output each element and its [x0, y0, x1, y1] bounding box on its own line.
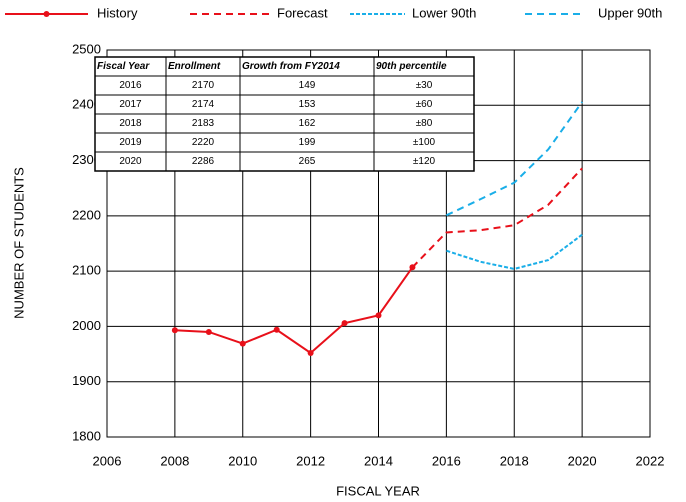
table-cell: ±30: [416, 80, 433, 91]
table-cell: 265: [299, 156, 316, 167]
x-tick-label: 2018: [500, 453, 529, 468]
y-tick-label: 2400: [72, 97, 101, 112]
x-tick-label: 2010: [228, 453, 257, 468]
table-cell: ±80: [416, 118, 433, 129]
table-cell: 2220: [192, 137, 215, 148]
table-cell: ±100: [413, 137, 436, 148]
table-cell: 2020: [119, 156, 142, 167]
y-axis-label: NUMBER OF STUDENTS: [11, 167, 26, 319]
table-cell: 2286: [192, 156, 215, 167]
data-point: [205, 328, 212, 335]
y-tick-label: 2000: [72, 318, 101, 333]
x-tick-label: 2016: [432, 453, 461, 468]
y-tick-label: 1900: [72, 373, 101, 388]
x-tick-label: 2022: [636, 453, 665, 468]
legend-label: History: [97, 5, 138, 20]
plot-border: [106, 49, 651, 438]
table-cell: 2017: [119, 99, 142, 110]
y-tick-label: 2100: [72, 263, 101, 278]
legend-marker: [43, 11, 50, 17]
y-tick-label: 2200: [72, 207, 101, 222]
table-cell: 2018: [119, 118, 142, 129]
x-tick-label: 2014: [364, 453, 393, 468]
table-cell: 2183: [192, 118, 215, 129]
legend-label: Lower 90th: [412, 5, 476, 20]
legend-label: Upper 90th: [598, 5, 662, 20]
x-axis-label: FISCAL YEAR: [336, 483, 420, 498]
table-cell: ±120: [413, 156, 436, 167]
data-point: [307, 349, 314, 356]
series-line: [411, 167, 583, 268]
legend-label: Forecast: [277, 5, 328, 20]
x-tick-label: 2006: [93, 453, 122, 468]
table-header: Growth from FY2014: [242, 61, 340, 72]
y-tick-label: 2300: [72, 152, 101, 167]
y-tick-label: 2500: [72, 41, 101, 56]
data-point: [273, 326, 280, 333]
table-cell: 2170: [192, 80, 215, 91]
x-tick-label: 2020: [568, 453, 597, 468]
data-point: [341, 320, 348, 327]
data-point: [171, 327, 178, 334]
series-line: [174, 266, 414, 355]
table-header: Enrollment: [168, 61, 221, 72]
table-header: 90th percentile: [376, 61, 447, 72]
table-cell: 2016: [119, 80, 142, 91]
x-tick-label: 2008: [160, 453, 189, 468]
y-tick-label: 1800: [72, 428, 101, 443]
series-line: [445, 101, 583, 217]
table-cell: ±60: [416, 99, 433, 110]
table-cell: 162: [299, 118, 316, 129]
table-cell: 199: [299, 137, 316, 148]
table-cell: 2019: [119, 137, 142, 148]
table-cell: 153: [299, 99, 316, 110]
table-header: Fiscal Year: [97, 61, 150, 72]
x-tick-label: 2012: [296, 453, 325, 468]
table-cell: 2174: [192, 99, 215, 110]
table-cell: 149: [299, 80, 316, 91]
data-point: [375, 312, 382, 319]
data-point: [239, 340, 246, 347]
